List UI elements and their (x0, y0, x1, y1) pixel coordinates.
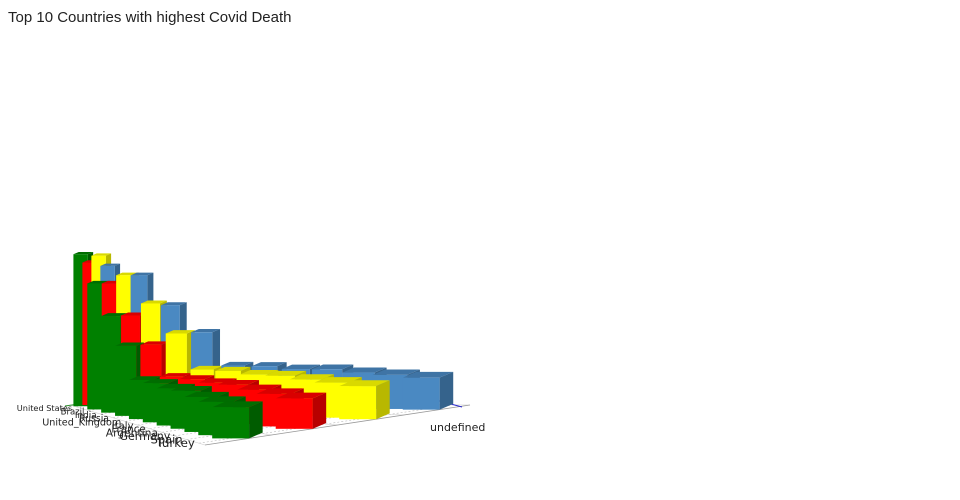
category-tick-label: United_Kingdom (42, 417, 121, 428)
z-axis-label: undefined (430, 421, 485, 434)
bar-turkey-series-3 (339, 380, 390, 420)
category-tick-label: United States (17, 403, 72, 413)
category-tick-label: Germany (119, 430, 170, 443)
category-tick-label: Spain (151, 433, 183, 447)
category-tick-label: France (111, 424, 145, 436)
category-tick-label: Turkey (155, 436, 194, 450)
bar-turkey-series-1 (212, 401, 263, 439)
category-tick-label: India (75, 411, 97, 421)
category-tick-label: Russia (79, 414, 109, 425)
category-tick-label: Brazil (61, 407, 85, 417)
chart-axis-labels: United StatesBrazilIndiaRussiaUnited_Kin… (17, 403, 486, 450)
category-tick-label: Argentina (106, 426, 158, 439)
floor-col-line (69, 404, 206, 446)
bar-turkey-series-2 (275, 392, 327, 429)
chart-bars (73, 251, 454, 439)
category-tick-label: Italy (112, 421, 134, 432)
chart-title: Top 10 Countries with highest Covid Deat… (8, 9, 292, 26)
bar-turkey-series-4 (402, 371, 454, 410)
